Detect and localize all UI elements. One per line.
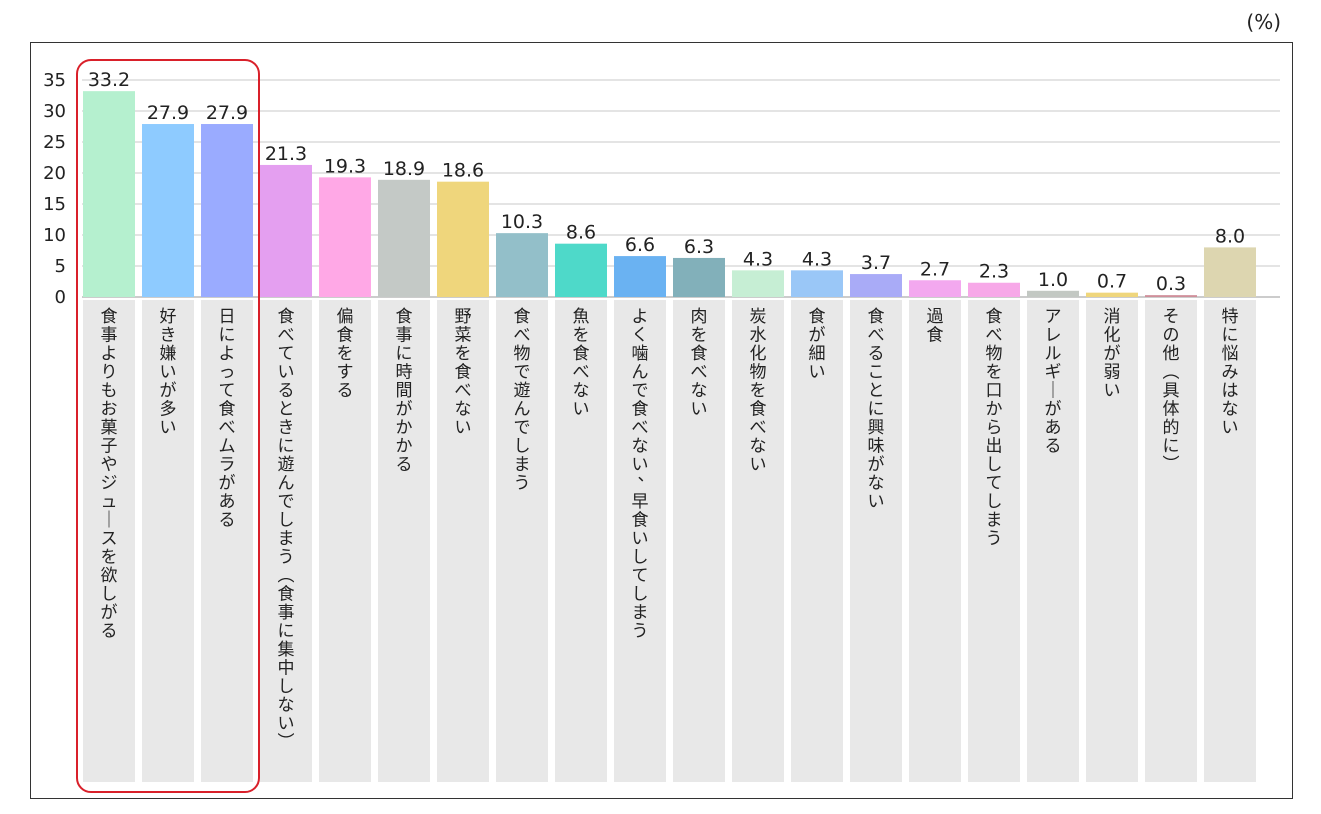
- bar: [1086, 292, 1138, 297]
- bar: [319, 177, 371, 297]
- chart-frame: [30, 42, 1293, 799]
- category-label-background: [673, 300, 725, 782]
- data-label: 33.2: [88, 69, 130, 91]
- data-label: 27.9: [206, 102, 248, 124]
- data-label: 19.3: [324, 155, 366, 177]
- data-label: 21.3: [265, 143, 307, 165]
- category-label: 食事に時間がかかる: [396, 307, 413, 475]
- category-label: 肉を食べない: [691, 307, 708, 420]
- data-label: 6.3: [684, 236, 714, 258]
- category-label: 食べているときに遊んでしまう︵食事に集中しない︶: [278, 307, 295, 753]
- data-label: 6.6: [625, 234, 655, 256]
- category-label-background: [1204, 300, 1256, 782]
- category-label: 食べ物を口から出してしまう: [986, 307, 1003, 549]
- bar: [968, 282, 1020, 297]
- category-label-background: [1145, 300, 1197, 782]
- category-label-background: [437, 300, 489, 782]
- data-label: 2.7: [920, 258, 950, 280]
- category-label-background: [850, 300, 902, 782]
- category-label-background: [614, 300, 666, 782]
- category-label: 偏食をする: [337, 307, 354, 401]
- bar: [673, 257, 725, 297]
- category-label-background: [968, 300, 1020, 782]
- category-label-background: [260, 300, 312, 782]
- bar: [201, 124, 253, 298]
- category-label: 過食: [927, 307, 944, 346]
- data-label: 0.3: [1156, 273, 1186, 295]
- bar: [1204, 247, 1256, 297]
- data-label: 10.3: [501, 211, 543, 233]
- bar: [732, 270, 784, 297]
- y-tick-label: 35: [43, 70, 66, 91]
- bar: [614, 256, 666, 297]
- category-label-background: [791, 300, 843, 782]
- category-label-background: [1027, 300, 1079, 782]
- data-label: 4.3: [802, 248, 832, 270]
- category-label-background: [732, 300, 784, 782]
- bar: [496, 233, 548, 297]
- bar: [260, 164, 312, 297]
- bar: [378, 179, 430, 297]
- category-label: 野菜を食べない: [455, 307, 472, 438]
- data-label: 18.9: [383, 158, 425, 180]
- bar: [142, 124, 194, 298]
- category-label: 好き嫌いが多い: [160, 307, 177, 438]
- bar: [850, 274, 902, 297]
- data-label: 18.6: [442, 160, 484, 182]
- category-label-background: [142, 300, 194, 782]
- y-tick-label: 10: [43, 225, 66, 246]
- category-label: 食べ物で遊んでしまう: [514, 307, 531, 494]
- y-tick-label: 25: [43, 132, 66, 153]
- y-tick-label: 20: [43, 163, 66, 184]
- category-label-background: [319, 300, 371, 782]
- category-label: その他︵具体的に︶: [1163, 307, 1180, 475]
- bar: [1145, 295, 1197, 297]
- unit-label: (%): [1246, 10, 1281, 34]
- category-label: 魚を食べない: [573, 307, 590, 420]
- category-label: 食事よりもお菓子やジュ｜スを欲しがる: [101, 307, 118, 642]
- bar: [437, 181, 489, 297]
- category-label-background: [83, 300, 135, 782]
- data-label: 2.3: [979, 261, 1009, 283]
- bar: [555, 243, 607, 297]
- y-tick-label: 0: [55, 287, 66, 308]
- data-label: 0.7: [1097, 271, 1127, 293]
- bar: [83, 91, 135, 297]
- category-label: よく噛んで食べない、早食いしてしまう: [632, 307, 655, 642]
- category-label-background: [1086, 300, 1138, 782]
- data-label: 4.3: [743, 248, 773, 270]
- category-label: 特に悩みはない: [1222, 307, 1239, 438]
- bar: [1027, 290, 1079, 297]
- y-tick-label: 5: [55, 256, 66, 277]
- data-label: 8.6: [566, 222, 596, 244]
- category-label: 炭水化物を食べない: [750, 307, 767, 475]
- bar: [909, 280, 961, 297]
- category-label-background: [555, 300, 607, 782]
- category-label: 食が細い: [809, 307, 826, 383]
- y-tick-label: 15: [43, 194, 66, 215]
- bar: [791, 270, 843, 297]
- category-label: 日によって食べムラがある: [219, 307, 236, 531]
- category-label: 食べることに興味がない: [868, 307, 885, 512]
- data-label: 1.0: [1038, 269, 1068, 291]
- category-label-background: [201, 300, 253, 782]
- category-label: アレルギ｜がある: [1045, 307, 1062, 457]
- data-label: 3.7: [861, 252, 891, 274]
- category-label-background: [909, 300, 961, 782]
- category-label: 消化が弱い: [1104, 307, 1121, 401]
- highlight-box: [76, 59, 260, 793]
- y-tick-label: 30: [43, 101, 66, 122]
- category-label-background: [378, 300, 430, 782]
- data-label: 27.9: [147, 102, 189, 124]
- data-label: 8.0: [1215, 225, 1245, 247]
- category-label-background: [496, 300, 548, 782]
